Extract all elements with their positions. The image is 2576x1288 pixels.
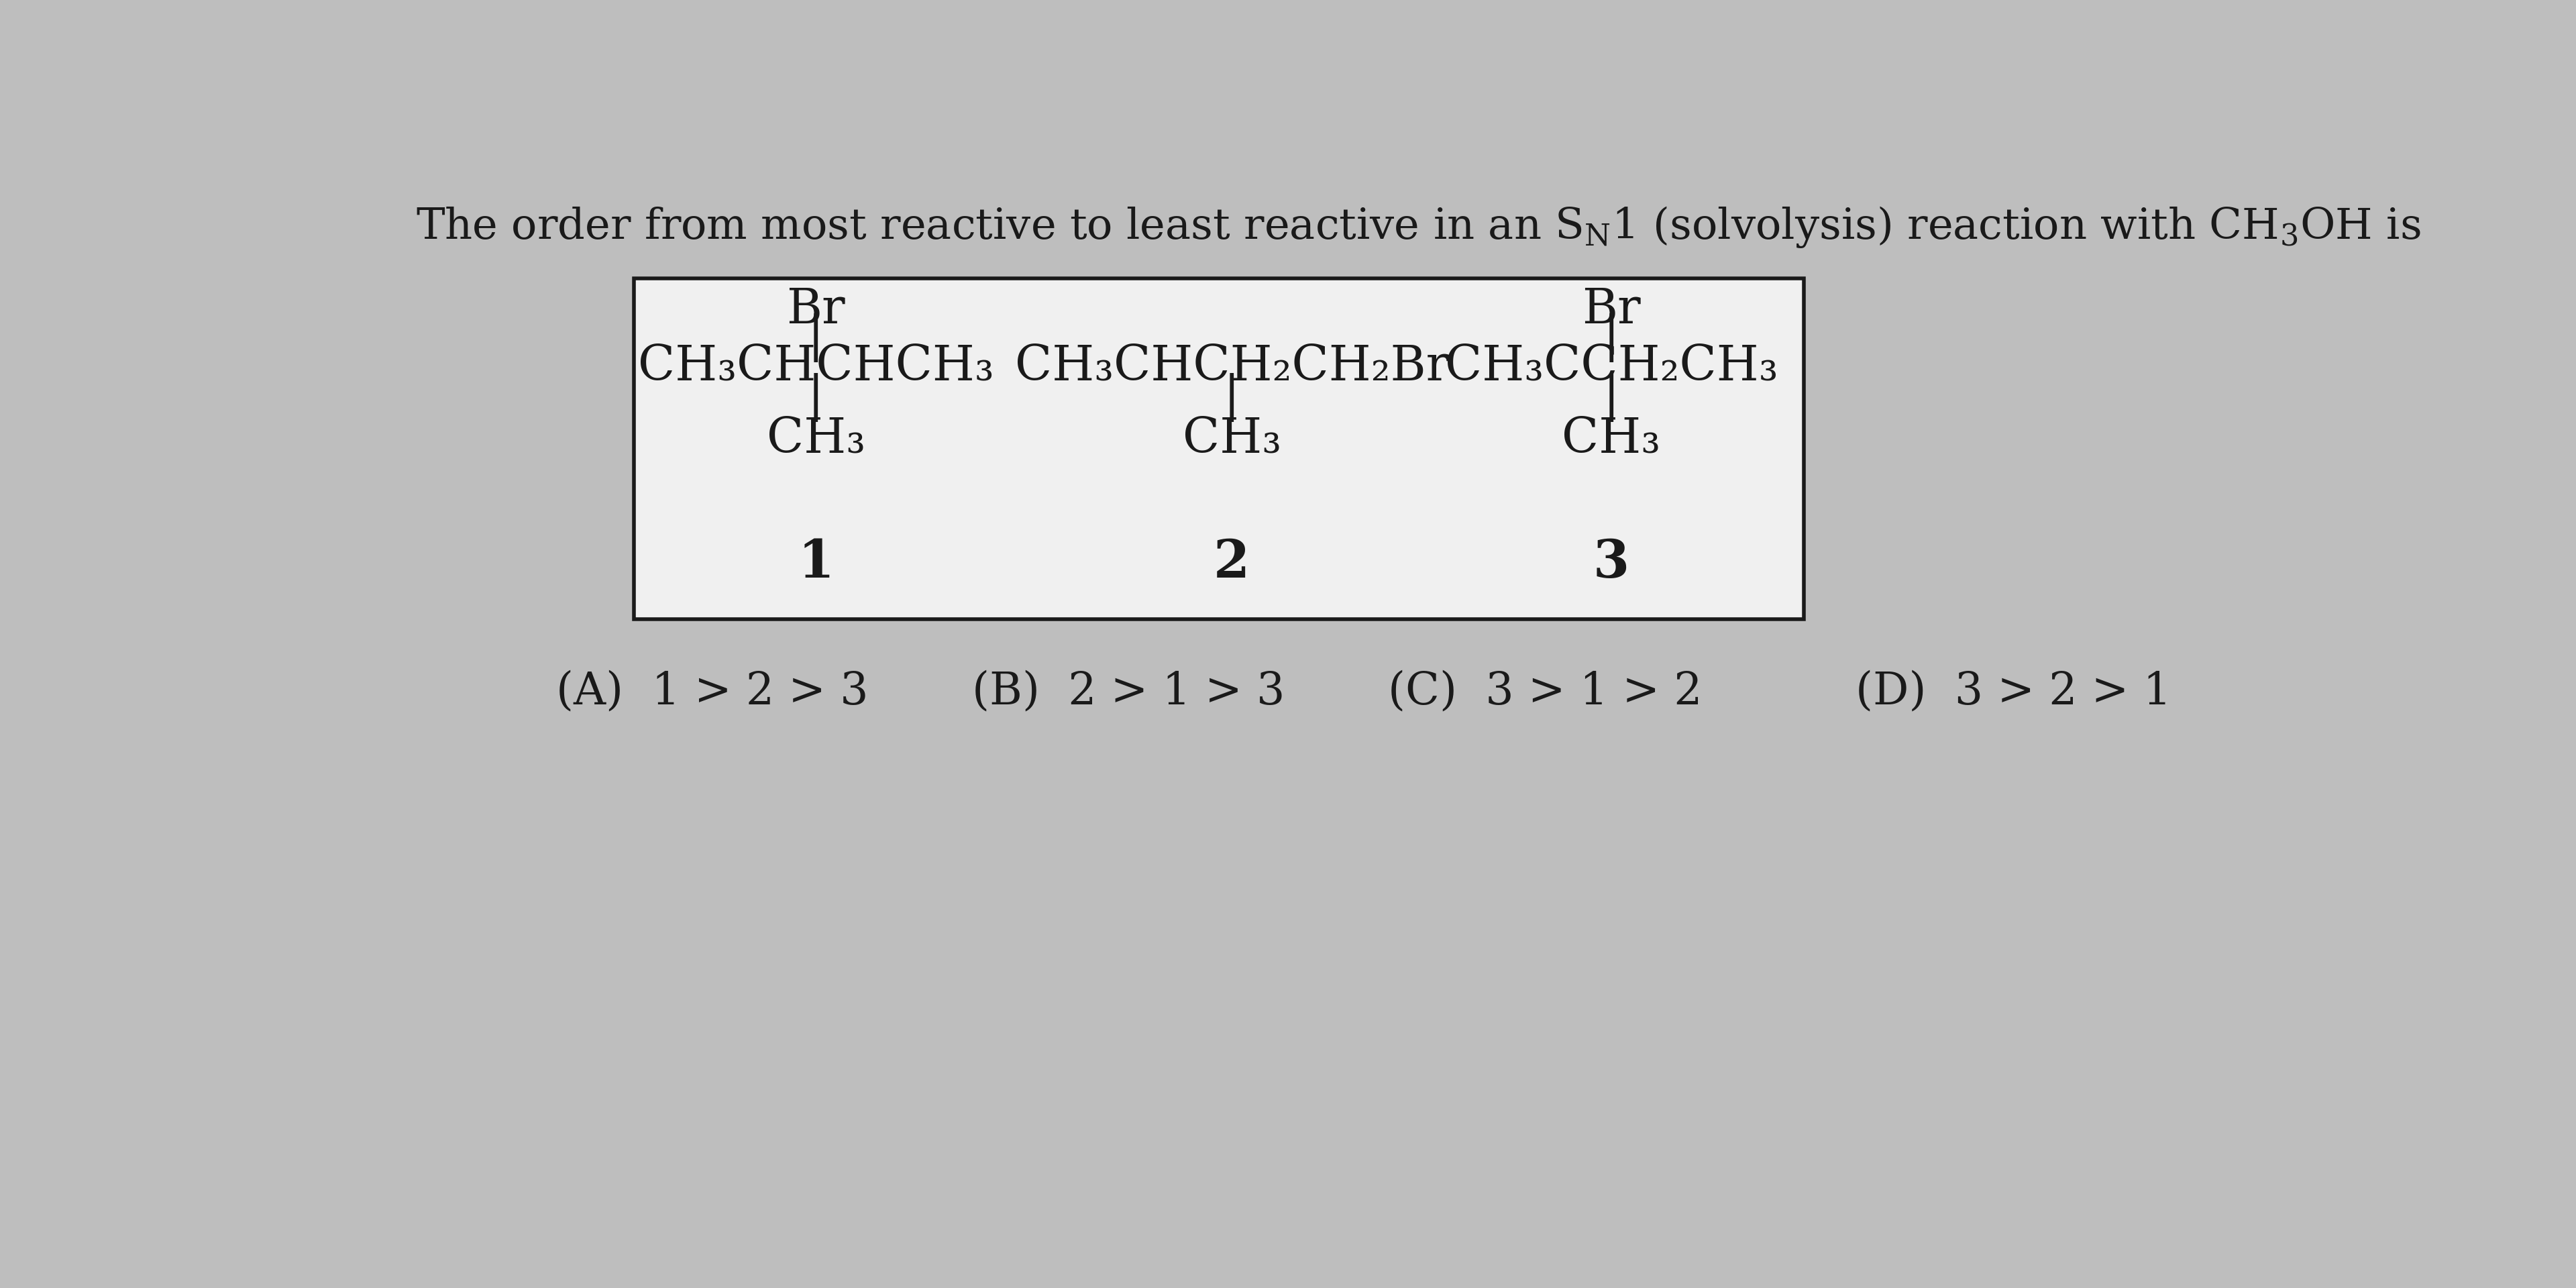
Text: |: | — [809, 372, 824, 422]
Text: |: | — [1602, 313, 1620, 362]
Text: CH₃: CH₃ — [1182, 415, 1280, 462]
Text: 2: 2 — [1213, 537, 1249, 589]
Text: The order from most reactive to least reactive in an S$_{\mathregular{N}}$1 (sol: The order from most reactive to least re… — [415, 205, 2421, 250]
Text: |: | — [1224, 372, 1239, 422]
Text: 1: 1 — [799, 537, 835, 589]
Text: (D)  3 > 2 > 1: (D) 3 > 2 > 1 — [1855, 670, 2172, 714]
Text: |: | — [809, 313, 824, 362]
Text: CH₃: CH₃ — [768, 415, 866, 462]
Text: (A)  1 > 2 > 3: (A) 1 > 2 > 3 — [556, 670, 868, 714]
Text: CH₃: CH₃ — [1561, 415, 1662, 462]
Text: CH₃CHCHCH₃: CH₃CHCHCH₃ — [639, 343, 994, 390]
Text: (C)  3 > 1 > 2: (C) 3 > 1 > 2 — [1388, 670, 1703, 714]
FancyBboxPatch shape — [634, 278, 1803, 620]
Text: CH₃CHCH₂CH₂Br: CH₃CHCH₂CH₂Br — [1015, 343, 1448, 390]
Text: |: | — [1602, 372, 1620, 422]
Text: CH₃CCH₂CH₃: CH₃CCH₂CH₃ — [1445, 343, 1777, 390]
Text: Br: Br — [786, 286, 845, 334]
Text: 3: 3 — [1592, 537, 1631, 589]
Text: Br: Br — [1582, 286, 1641, 334]
Text: (B)  2 > 1 > 3: (B) 2 > 1 > 3 — [971, 670, 1285, 714]
